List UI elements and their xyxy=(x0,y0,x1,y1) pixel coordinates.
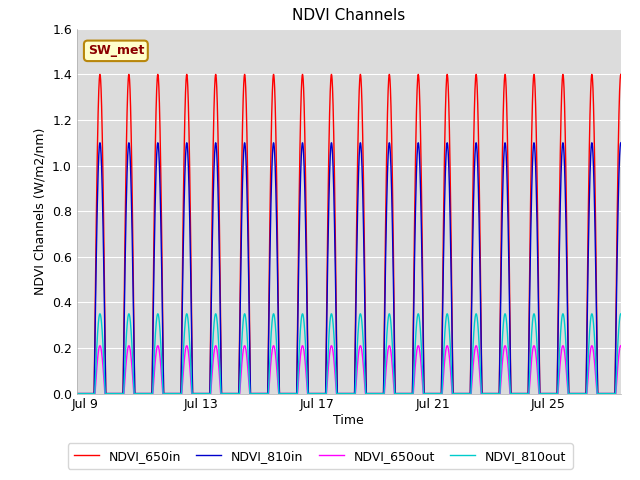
NDVI_650out xyxy=(520,391,528,396)
NDVI_810in xyxy=(427,391,435,396)
Line: NDVI_810in: NDVI_810in xyxy=(77,143,621,394)
NDVI_650out xyxy=(479,391,486,396)
X-axis label: Time: Time xyxy=(333,414,364,427)
NDVI_650in xyxy=(281,391,289,396)
NDVI_810out xyxy=(399,391,407,396)
NDVI_810in xyxy=(73,391,81,396)
NDVI_810in xyxy=(172,391,179,396)
NDVI_650out xyxy=(172,391,179,396)
NDVI_650in xyxy=(399,391,407,396)
NDVI_810in xyxy=(617,140,625,146)
NDVI_650in xyxy=(172,391,179,396)
Line: NDVI_810out: NDVI_810out xyxy=(77,314,621,394)
Line: NDVI_650in: NDVI_650in xyxy=(77,74,621,394)
NDVI_650in xyxy=(520,391,528,396)
NDVI_650in xyxy=(479,391,486,396)
NDVI_810out xyxy=(479,391,486,396)
Line: NDVI_650out: NDVI_650out xyxy=(77,346,621,394)
Y-axis label: NDVI Channels (W/m2/nm): NDVI Channels (W/m2/nm) xyxy=(33,128,46,295)
NDVI_810in xyxy=(520,391,528,396)
NDVI_810in xyxy=(281,391,289,396)
NDVI_650out xyxy=(281,391,289,396)
NDVI_650in xyxy=(427,391,435,396)
NDVI_810out xyxy=(427,391,435,396)
NDVI_650in xyxy=(617,72,625,77)
Text: SW_met: SW_met xyxy=(88,44,144,57)
NDVI_810out xyxy=(617,311,625,317)
NDVI_650out xyxy=(399,391,407,396)
Legend: NDVI_650in, NDVI_810in, NDVI_650out, NDVI_810out: NDVI_650in, NDVI_810in, NDVI_650out, NDV… xyxy=(67,444,573,469)
NDVI_810out xyxy=(281,391,289,396)
Title: NDVI Channels: NDVI Channels xyxy=(292,9,405,24)
NDVI_650in xyxy=(73,391,81,396)
NDVI_650out xyxy=(427,391,435,396)
NDVI_810out xyxy=(73,391,81,396)
NDVI_810in xyxy=(399,391,407,396)
NDVI_810out xyxy=(172,391,179,396)
NDVI_650out xyxy=(73,391,81,396)
NDVI_810out xyxy=(520,391,528,396)
NDVI_650out xyxy=(617,343,625,348)
NDVI_810in xyxy=(479,391,486,396)
